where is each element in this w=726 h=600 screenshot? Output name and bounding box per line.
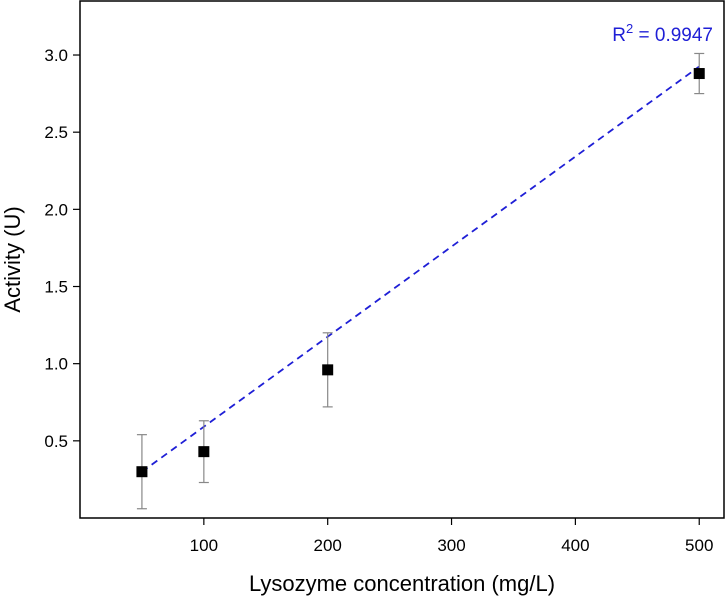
y-tick-label: 3.0 — [44, 46, 68, 65]
x-tick-label: 400 — [561, 536, 589, 555]
fit-line — [141, 65, 700, 473]
x-axis-title: Lysozyme concentration (mg/L) — [249, 571, 555, 596]
data-point — [322, 364, 334, 376]
plot-area — [79, 0, 725, 519]
x-axis-ticks: 100 200 300 400 500 — [190, 518, 713, 555]
r-squared-value: = 0.9947 — [633, 25, 713, 46]
y-tick-label: 0.5 — [44, 432, 68, 451]
fit-line-group — [141, 65, 700, 473]
plot-frame — [79, 0, 725, 519]
y-tick-label: 1.0 — [44, 355, 68, 374]
data-point — [693, 68, 705, 80]
r-squared-annotation: R2 = 0.9947 — [612, 21, 713, 46]
data-point — [136, 466, 148, 478]
y-tick-label: 2.5 — [44, 123, 68, 142]
y-axis-title: Activity (U) — [0, 206, 25, 312]
r-squared-superscript: 2 — [626, 21, 633, 36]
y-axis-ticks: 0.5 1.0 1.5 2.0 2.5 3.0 — [44, 46, 80, 451]
data-point-group — [136, 68, 705, 478]
x-tick-label: 300 — [437, 536, 465, 555]
errorbar-group — [136, 52, 705, 510]
data-point — [198, 446, 210, 458]
x-tick-label: 500 — [685, 536, 713, 555]
y-tick-label: 2.0 — [44, 200, 68, 219]
y-tick-label: 1.5 — [44, 278, 68, 297]
r-squared-base: R — [612, 25, 626, 46]
x-tick-label: 200 — [314, 536, 342, 555]
x-tick-label: 100 — [190, 536, 218, 555]
